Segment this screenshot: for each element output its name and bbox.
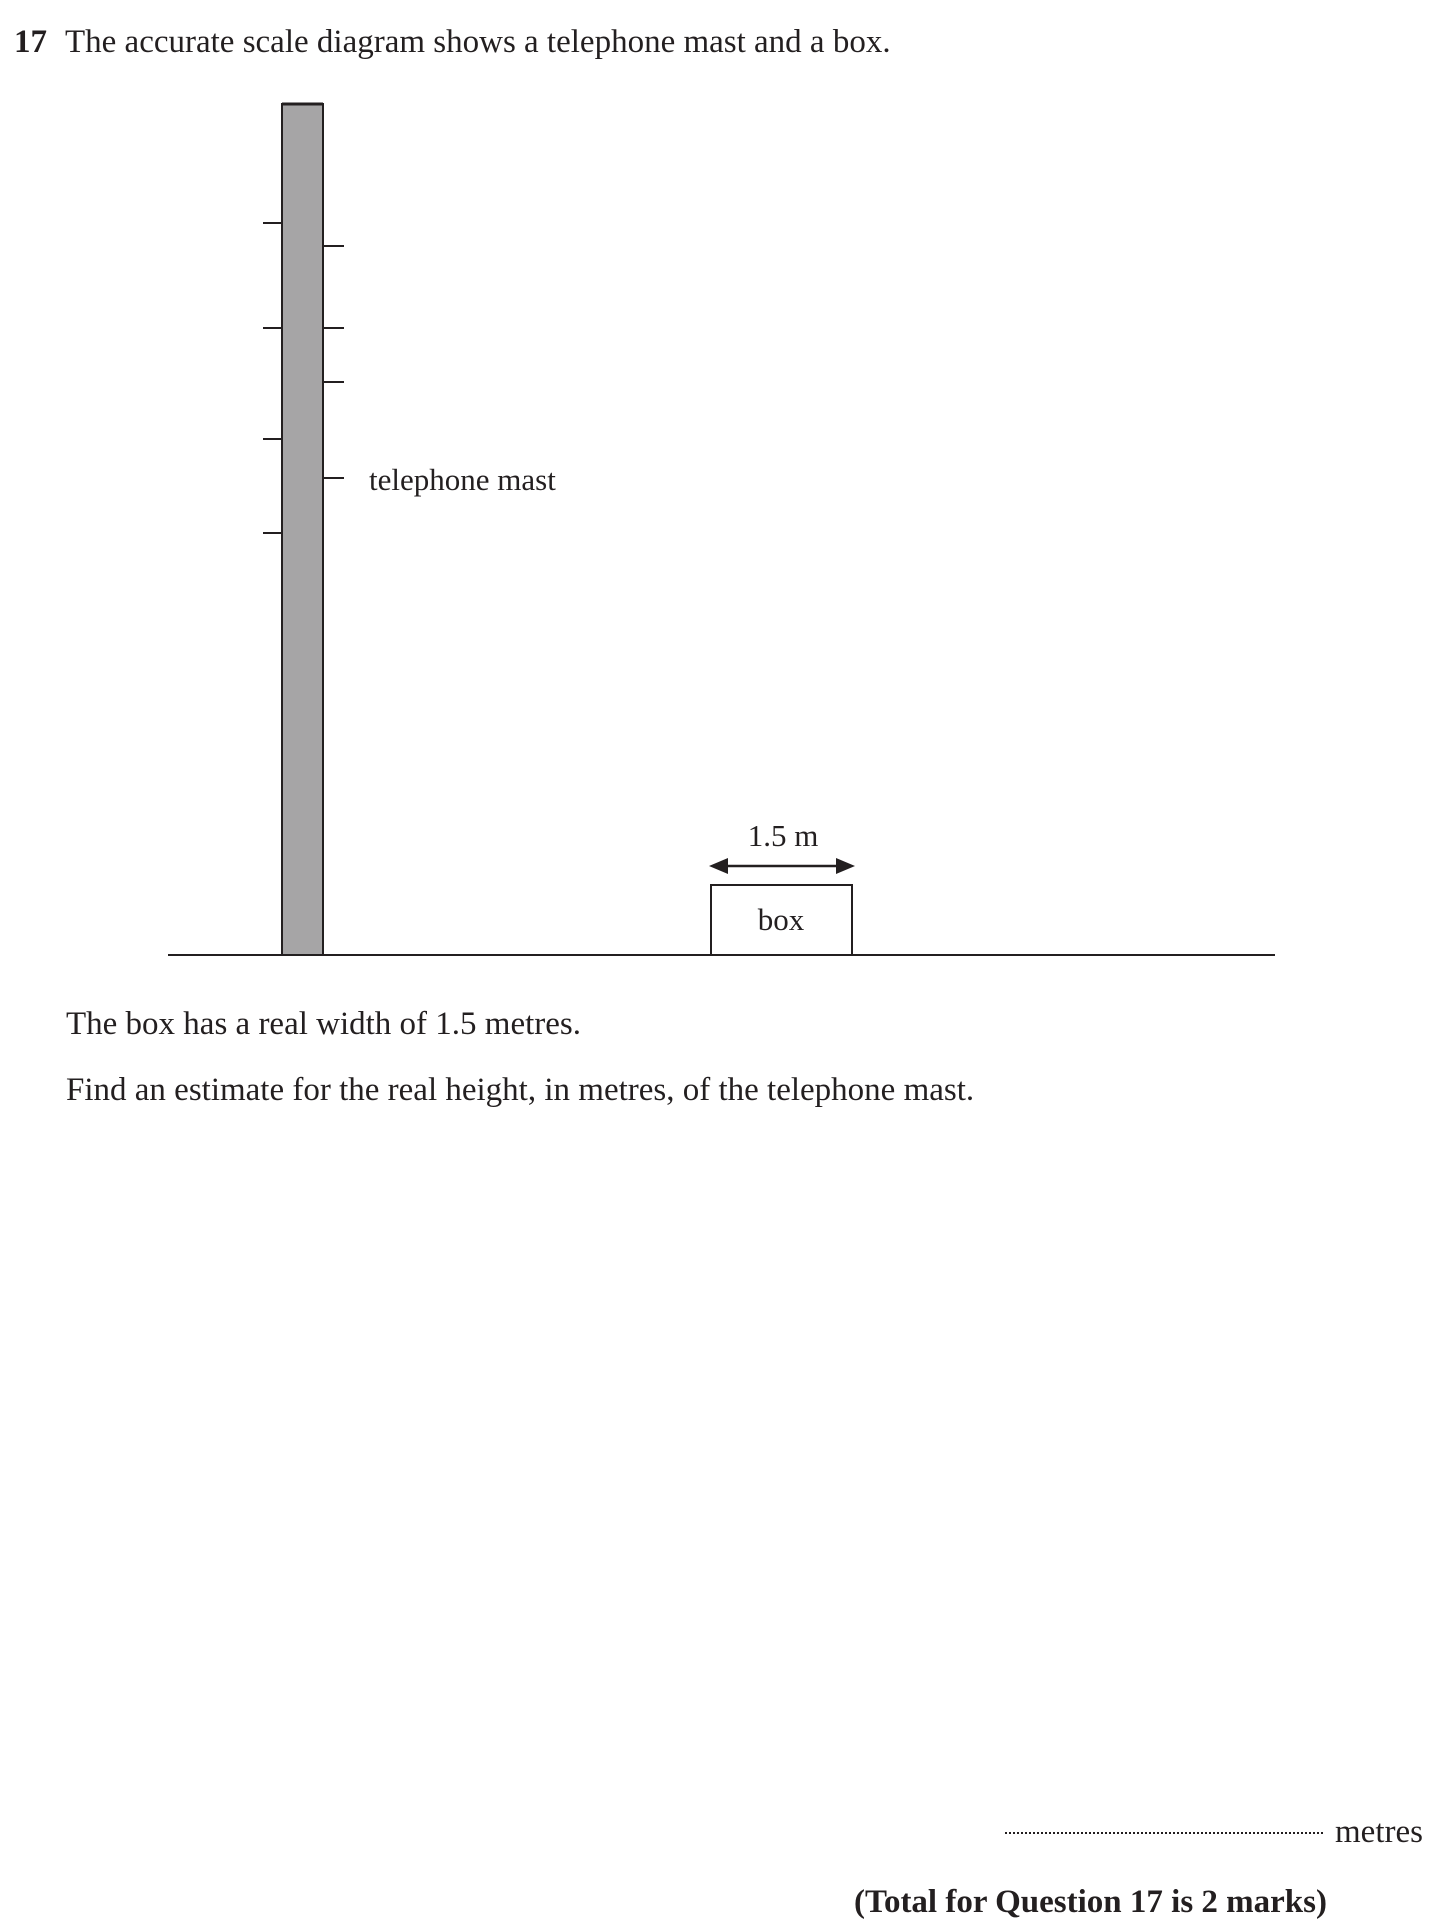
telephone-mast — [281, 103, 324, 956]
total-marks: (Total for Question 17 is 2 marks) — [853, 1884, 1327, 1920]
mast-brackets-left — [263, 222, 283, 552]
question-number: 17 — [14, 24, 47, 60]
answer-field[interactable] — [1005, 1832, 1323, 1834]
box-label: box — [758, 902, 805, 937]
instruction-text: Find an estimate for the real height, in… — [66, 1072, 975, 1108]
question-header: 17 The accurate scale diagram shows a tel… — [14, 22, 891, 62]
scale-diagram: telephone mast box 1.5 m — [168, 102, 1275, 956]
dimension-label: 1.5 m — [748, 818, 819, 853]
answer-unit: metres — [1335, 1814, 1423, 1850]
box — [710, 884, 853, 956]
mast-label: telephone mast — [369, 462, 556, 497]
dimension-arrow — [709, 858, 855, 874]
given-info-text: The box has a real width of 1.5 metres. — [66, 1006, 582, 1042]
mast-brackets-right — [322, 245, 344, 494]
question-text: The accurate scale diagram shows a telep… — [65, 24, 891, 60]
answer-line: metres — [1005, 1812, 1423, 1852]
